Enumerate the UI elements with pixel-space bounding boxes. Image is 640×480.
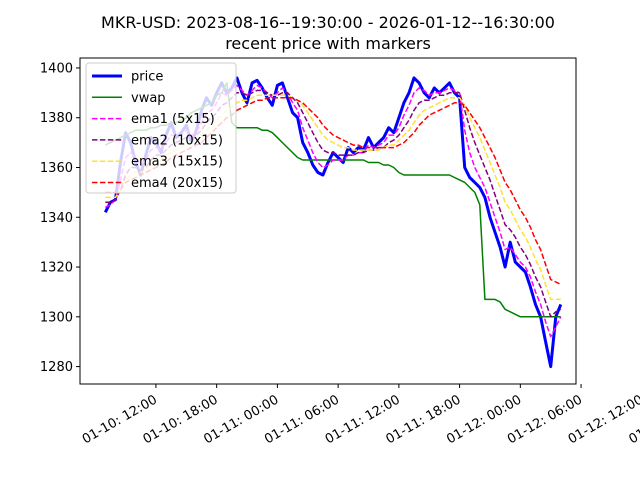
series-line-3 bbox=[105, 89, 562, 318]
legend-label: ema3 (15x15) bbox=[131, 155, 223, 170]
legend-label: ema1 (5x15) bbox=[131, 112, 215, 127]
legend: price vwap ema1 (5x15) ema2 (10x15) ema3 (15… bbox=[85, 62, 237, 194]
legend-label: ema4 (20x15) bbox=[131, 176, 223, 191]
y-tick-label: 1360 bbox=[40, 161, 73, 176]
y-axis: 1280 1300 1320 1340 1360 1380 1400 bbox=[40, 61, 80, 375]
y-tick-label: 1320 bbox=[40, 261, 73, 276]
chart-title: MKR-USD: 2023-08-16--19:30:00 - 2026-01-… bbox=[101, 13, 555, 32]
y-tick-label: 1340 bbox=[40, 211, 73, 226]
legend-label: price bbox=[131, 70, 163, 85]
y-tick-label: 1400 bbox=[40, 61, 73, 76]
legend-label: ema2 (10x15) bbox=[131, 133, 223, 148]
plot-frame bbox=[79, 57, 577, 385]
y-tick-label: 1280 bbox=[40, 360, 73, 375]
legend-box bbox=[85, 62, 237, 194]
chart-subtitle: recent price with markers bbox=[225, 34, 431, 53]
y-tick-label: 1300 bbox=[40, 310, 73, 325]
legend-label: vwap bbox=[131, 91, 166, 106]
y-tick-label: 1380 bbox=[40, 111, 73, 126]
